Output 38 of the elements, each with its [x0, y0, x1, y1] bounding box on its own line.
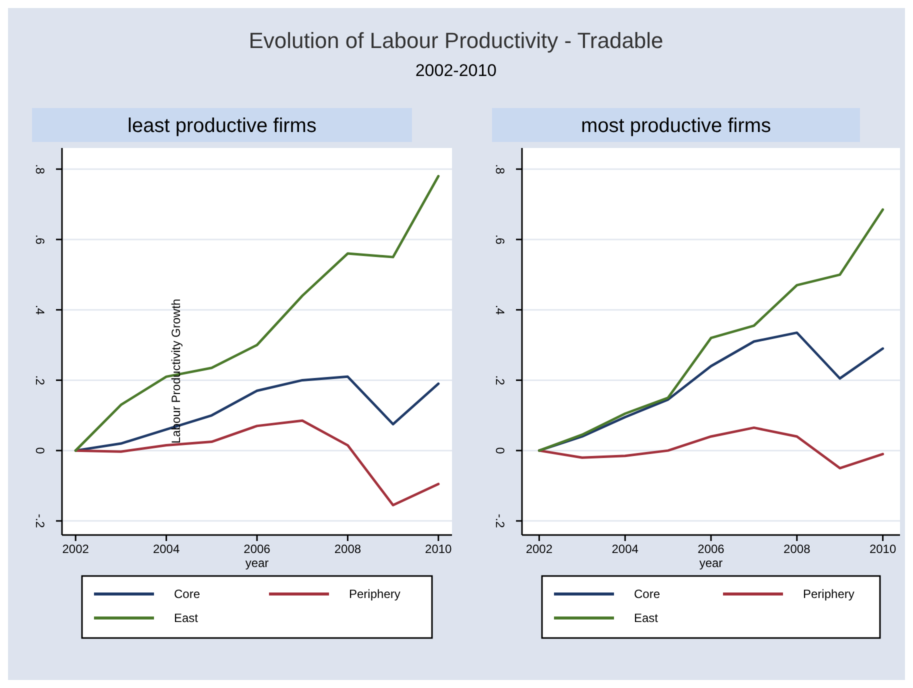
y-tick-label: .6: [493, 234, 507, 245]
y-tick-label: .4: [33, 304, 47, 316]
y-tick-label: 0: [493, 447, 507, 454]
y-tick-label: .2: [33, 375, 47, 386]
x-tick-label: 2004: [612, 542, 639, 556]
legend-label: Core: [634, 587, 660, 601]
y-tick-label: .8: [33, 164, 47, 174]
x-tick-label: 2010: [425, 542, 452, 556]
line-series: [538, 208, 884, 452]
y-tick-label: .8: [493, 164, 507, 174]
x-tick-label: 2010: [869, 542, 896, 556]
x-tick-label: 2002: [62, 542, 90, 556]
text: most productive firms: [580, 115, 772, 137]
legend-label: Periphery: [349, 587, 400, 601]
x-tick-label: 2004: [152, 542, 180, 556]
legend-label: Periphery: [803, 587, 854, 601]
x-tick-label: 2008: [334, 542, 362, 556]
x-axis-title: year: [245, 556, 269, 570]
chart-title: Evolution of Labour Productivity - Tradable: [248, 28, 664, 53]
y-tick-label: .4: [493, 304, 507, 316]
y-tick-label: 0: [33, 447, 47, 454]
x-tick-label: 2002: [526, 542, 553, 556]
y-tick-label: -.2: [33, 514, 47, 528]
x-tick-label: 2006: [698, 542, 725, 556]
y-tick-label: .6: [33, 234, 47, 245]
legend-label: East: [634, 611, 659, 625]
x-axis-title: year: [699, 556, 723, 570]
x-tick-label: 2006: [244, 542, 271, 556]
x-tick-label: 2008: [784, 542, 811, 556]
y-axis-title: Labour Productivity Growth: [168, 298, 183, 444]
legend-label: East: [174, 611, 199, 625]
line-series: [538, 426, 884, 470]
legend-label: Core: [174, 587, 200, 601]
chart-subtitle: 2002-2010: [415, 61, 497, 80]
line-series: [74, 174, 440, 452]
text: least productive firms: [128, 115, 316, 137]
y-tick-label: .2: [493, 375, 507, 386]
y-tick-label: -.2: [493, 514, 507, 528]
